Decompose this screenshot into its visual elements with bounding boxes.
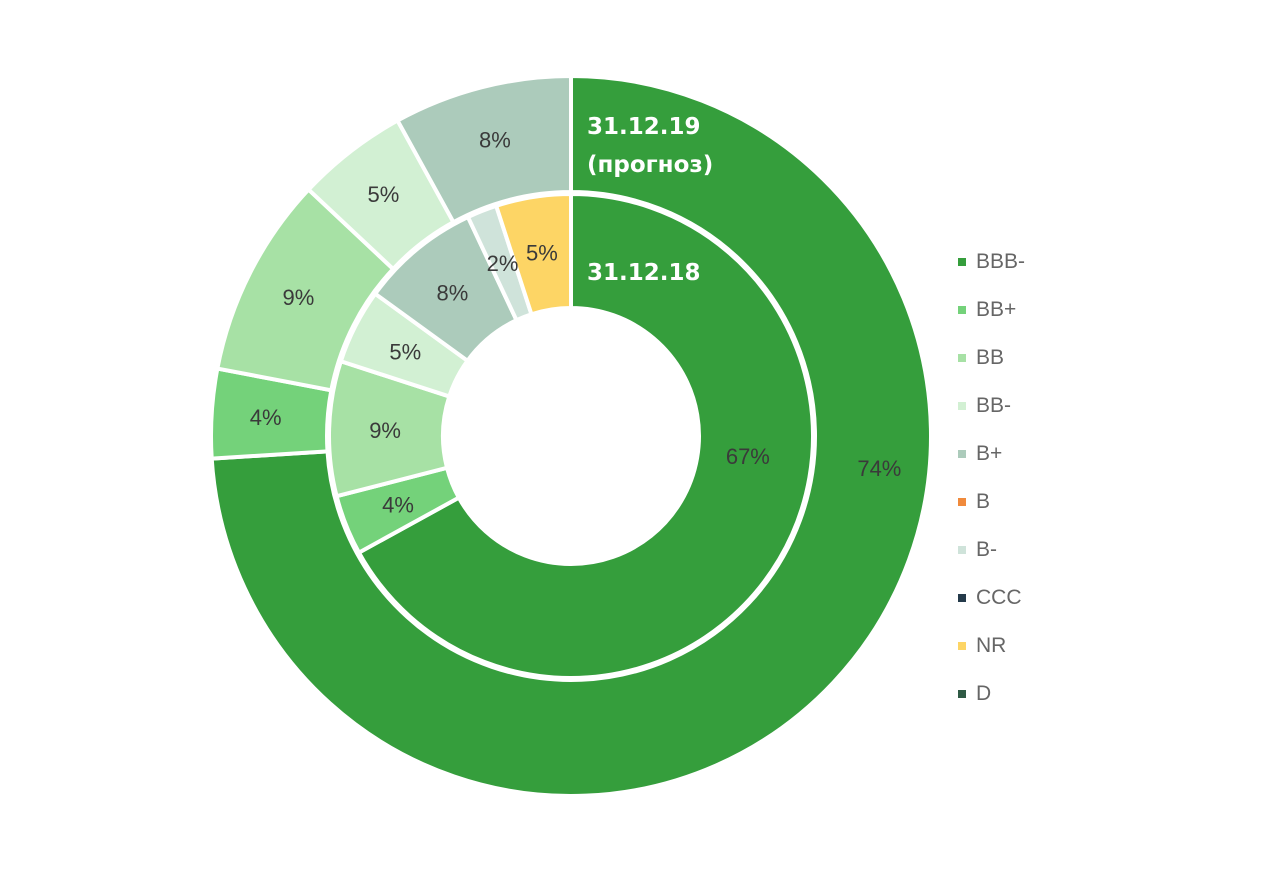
legend-swatch-bbb-minus: [958, 258, 966, 266]
legend-item-bbb-minus: BBB-: [958, 238, 1025, 286]
inner-ring-2018: [327, 191, 815, 680]
inner-ring-label-b-plus: 8%: [437, 281, 469, 306]
legend-label-b-minus: B-: [976, 538, 997, 561]
legend-label-b-plus: B+: [976, 442, 1003, 465]
legend-item-b-minus: B-: [958, 526, 1025, 574]
legend-label-bb-plus: BB+: [976, 298, 1017, 321]
outer-ring-label-bb-minus: 5%: [368, 182, 400, 207]
legend-item-nr: NR: [958, 622, 1025, 670]
inner-ring-title: 31.12.18: [587, 260, 701, 286]
inner-ring-label-bb-minus: 5%: [389, 340, 421, 365]
legend-swatch-b: [958, 498, 966, 506]
legend-item-bb-plus: BB+: [958, 286, 1025, 334]
outer-ring-label-bb-plus: 4%: [250, 405, 282, 430]
inner-ring-label-bbb-minus: 67%: [726, 444, 770, 469]
inner-ring-label-nr: 5%: [526, 240, 558, 265]
outer-ring-title-line-1: 31.12.19: [587, 114, 701, 140]
legend-item-d: D: [958, 670, 1025, 718]
legend-item-b: B: [958, 478, 1025, 526]
legend-label-d: D: [976, 682, 992, 705]
outer-ring-2019-forecast: [209, 73, 933, 798]
legend-label-bb: BB: [976, 346, 1005, 369]
legend-label-bb-minus: BB-: [976, 394, 1012, 417]
legend-label-b: B: [976, 490, 991, 513]
legend-swatch-b-plus: [958, 450, 966, 458]
legend-item-bb: BB: [958, 334, 1025, 382]
legend-item-b-plus: B+: [958, 430, 1025, 478]
legend-label-bbb-minus: BBB-: [976, 250, 1026, 273]
legend: BBB- BB+ BB BB- B+ B B- CCC NR D: [958, 238, 1025, 718]
outer-ring-title-line-2: (прогноз): [587, 152, 713, 178]
outer-ring-label-bb: 9%: [282, 285, 314, 310]
slice-labels: 74% 4% 9% 5% 8% 67% 4% 9% 5% 8% 2% 5%: [250, 128, 902, 518]
outer-ring-label-b-plus: 8%: [479, 128, 511, 153]
legend-swatch-bb: [958, 354, 966, 362]
inner-ring-slice-bbb-minus: [356, 191, 815, 680]
legend-item-ccc: CCC: [958, 574, 1025, 622]
inner-ring-label-bb-plus: 4%: [382, 492, 414, 517]
legend-swatch-bb-plus: [958, 306, 966, 314]
inner-ring-slice-nr: [493, 191, 573, 317]
legend-swatch-ccc: [958, 594, 966, 602]
outer-ring-label-bbb-minus: 74%: [857, 456, 901, 481]
legend-label-ccc: CCC: [976, 586, 1022, 609]
inner-ring-label-b-minus: 2%: [487, 251, 519, 276]
inner-ring-label-bb: 9%: [369, 418, 401, 443]
legend-swatch-nr: [958, 642, 966, 650]
legend-label-nr: NR: [976, 634, 1007, 657]
legend-swatch-d: [958, 690, 966, 698]
legend-item-bb-minus: BB-: [958, 382, 1025, 430]
legend-swatch-b-minus: [958, 546, 966, 554]
legend-swatch-bb-minus: [958, 402, 966, 410]
